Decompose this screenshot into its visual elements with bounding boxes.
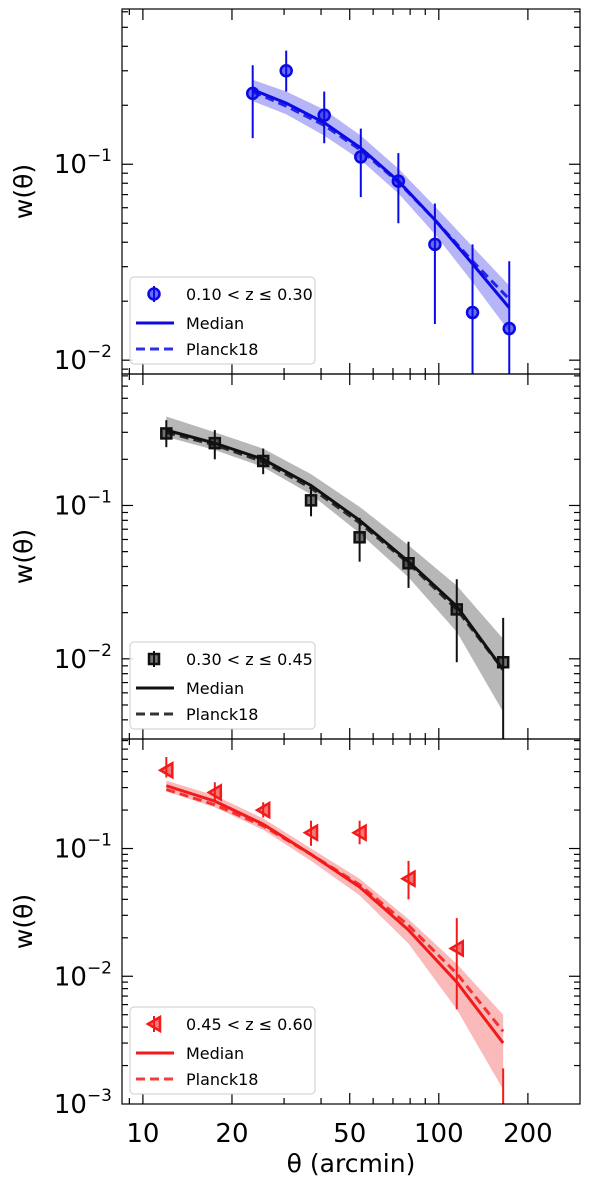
data-point [317, 108, 331, 122]
x-axis-title: θ (arcmin) [287, 1149, 416, 1178]
panel-middle: 10−2 10−1 w(θ) 0.30 < z ≤ 0.45 Median Planck1… [9, 373, 581, 740]
data-point [304, 494, 318, 507]
panel-top: 10−2 10−1 w(θ) 0.10 < z ≤ 0.30 Median Planck1… [9, 8, 581, 376]
data-point [354, 150, 368, 164]
y-tick-label: 10−3 [54, 1086, 112, 1120]
legend: 0.45 < z ≤ 0.60 Median Planck18 [129, 1006, 316, 1095]
median-line [165, 784, 505, 1044]
x-tick-label: 200 [503, 1119, 553, 1149]
legend-label-data: 0.45 < z ≤ 0.60 [186, 1015, 313, 1034]
data-point [160, 427, 173, 440]
y-tick-label: 10−1 [54, 146, 112, 180]
planck18-line [165, 788, 505, 1033]
legend-label-data: 0.10 < z ≤ 0.30 [186, 285, 313, 304]
y-tick-label: 10−1 [54, 831, 112, 865]
y-tick-label: 10−2 [54, 342, 112, 376]
legend: 0.10 < z ≤ 0.30 Median Planck18 [129, 276, 316, 365]
legend-label-median: Median [186, 679, 244, 698]
data-point [402, 556, 415, 570]
legend-box [129, 1006, 316, 1095]
data-point [208, 436, 222, 450]
x-tick-label: 20 [215, 1119, 248, 1149]
legend-label-median: Median [186, 1044, 244, 1063]
legend: 0.30 < z ≤ 0.45 Median Planck18 [129, 641, 316, 730]
planck18-line [252, 90, 511, 301]
uncertainty-band [252, 79, 510, 332]
data-point [254, 800, 271, 820]
y-tick-label: 10−2 [54, 958, 112, 992]
data-point [351, 823, 367, 842]
data-point [496, 655, 510, 669]
data-point [448, 939, 465, 958]
data-point [245, 86, 260, 101]
data-point [157, 761, 174, 780]
x-tick-label: 10 [126, 1119, 159, 1149]
legend-marker [145, 1014, 162, 1034]
data-point [450, 603, 464, 616]
legend-box [129, 276, 316, 365]
data-point [353, 531, 366, 544]
data-point [391, 174, 406, 188]
legend-label-planck18: Planck18 [186, 705, 258, 724]
legend-label-planck18: Planck18 [186, 1070, 258, 1089]
legend-marker [147, 652, 161, 666]
plot-frame [121, 738, 581, 1105]
data-point [502, 321, 517, 336]
y-axis-title: w(θ) [9, 164, 38, 219]
data-point [302, 823, 319, 842]
x-tick-label: 100 [414, 1119, 464, 1149]
y-tick-label: 10−2 [54, 641, 112, 675]
panel-bottom: 10−3 10−2 10−1 w(θ) 10 20 50 100 200 0.45 < z ≤ 0… [9, 738, 581, 1149]
legend-box [129, 641, 316, 730]
data-point [465, 305, 480, 320]
median-line [165, 428, 505, 671]
x-tick-label: 50 [333, 1119, 366, 1149]
data-point [206, 783, 223, 802]
y-axis-title: w(θ) [9, 529, 38, 584]
legend-label-planck18: Planck18 [186, 340, 258, 359]
y-tick-label: 10−1 [54, 487, 112, 521]
data-point [400, 869, 416, 888]
y-axis-title: w(θ) [9, 894, 38, 949]
planck18-line [165, 430, 505, 671]
legend-marker [147, 287, 161, 301]
data-point [279, 64, 293, 78]
data-point [256, 454, 270, 468]
data-point [428, 237, 442, 252]
legend-label-data: 0.30 < z ≤ 0.45 [186, 650, 313, 669]
legend-label-median: Median [186, 314, 244, 333]
